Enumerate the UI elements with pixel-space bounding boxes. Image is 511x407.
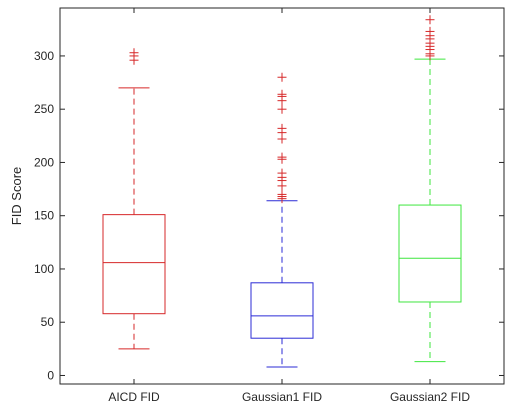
y-tick-label: 0	[47, 368, 54, 382]
y-tick-label: 50	[41, 315, 55, 329]
box-group	[398, 15, 462, 363]
outlier-marker	[277, 123, 287, 133]
x-tick-label: Gaussian2 FID	[390, 390, 470, 404]
x-tick-label: Gaussian1 FID	[242, 390, 322, 404]
outlier-marker	[277, 189, 287, 199]
y-tick-label: 150	[34, 209, 54, 223]
box-group	[250, 72, 314, 368]
outlier-marker	[277, 152, 287, 162]
interquartile-box	[102, 214, 166, 315]
y-axis: 0 50 100 150 200 250 300	[34, 49, 504, 382]
plot-frame	[59, 7, 505, 385]
outlier-marker	[277, 168, 287, 178]
y-tick-label: 250	[34, 102, 54, 116]
y-tick-label: 300	[34, 49, 54, 63]
interquartile-box	[250, 282, 314, 339]
outlier-marker	[277, 72, 287, 82]
outlier-marker	[277, 89, 287, 99]
y-axis-label: FID Score	[9, 167, 24, 226]
y-tick-label: 100	[34, 262, 54, 276]
x-tick-label: AICD FID	[108, 390, 160, 404]
outlier-marker	[129, 48, 139, 58]
interquartile-box	[398, 204, 462, 303]
y-tick-label: 200	[34, 155, 54, 169]
outlier-marker	[425, 15, 435, 25]
outlier-marker	[277, 104, 287, 114]
x-axis: AICD FID Gaussian1 FID Gaussian2 FID	[108, 8, 470, 404]
box-group	[102, 48, 166, 350]
outlier-marker	[425, 26, 435, 36]
boxes-layer	[102, 15, 462, 368]
